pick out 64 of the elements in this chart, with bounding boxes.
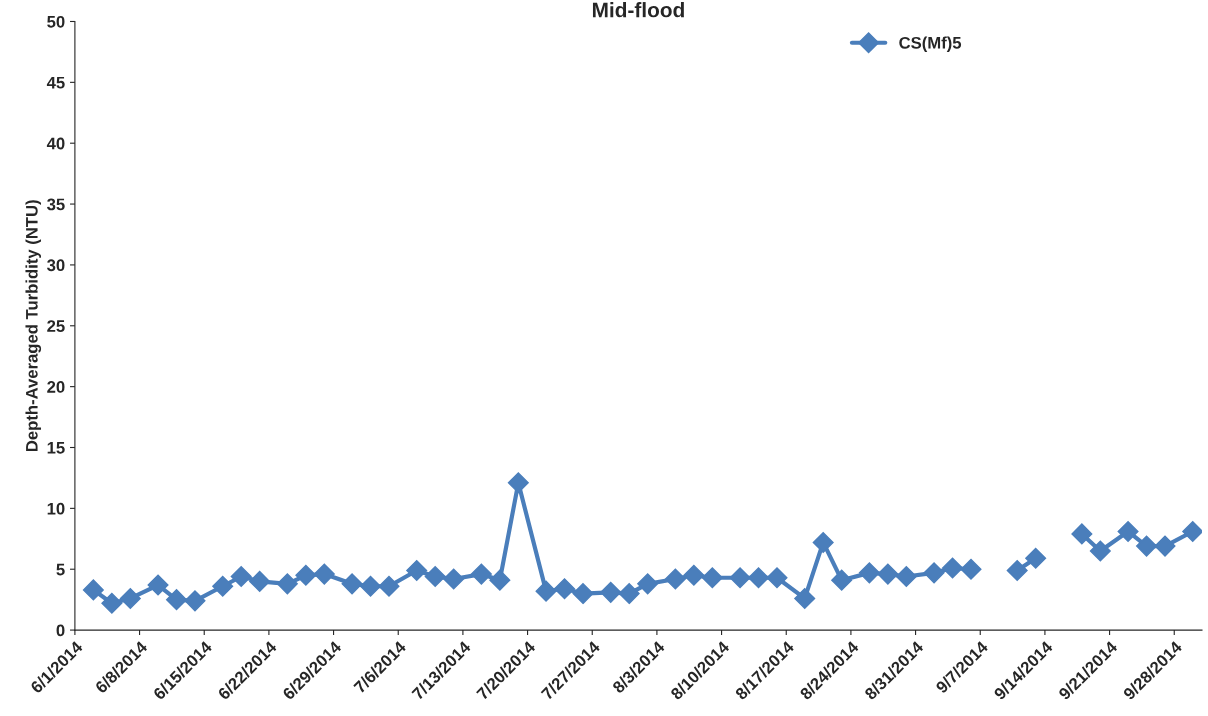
y-tick-label: 0 — [56, 624, 65, 637]
point — [212, 575, 234, 597]
point — [489, 569, 511, 591]
y-tick-label: 50 — [47, 15, 65, 28]
point — [1154, 535, 1176, 557]
point — [895, 566, 917, 588]
point — [249, 570, 271, 592]
point — [748, 567, 770, 589]
point — [683, 564, 705, 586]
point — [794, 587, 816, 609]
point — [443, 568, 465, 590]
y-tick-label: 40 — [46, 137, 65, 150]
chart-title: Mid-flood — [592, 2, 684, 18]
point — [766, 567, 788, 589]
point — [877, 563, 899, 585]
y-tick-label: 25 — [47, 320, 65, 332]
point — [313, 563, 335, 585]
point — [470, 563, 492, 585]
point — [1025, 547, 1047, 569]
y-tick-label: 20 — [47, 381, 65, 393]
point — [960, 558, 982, 580]
point — [1089, 540, 1111, 562]
point — [858, 562, 880, 584]
point — [923, 562, 945, 584]
point — [82, 579, 104, 601]
point — [572, 583, 594, 605]
point — [554, 578, 576, 600]
point — [147, 574, 169, 596]
point — [1071, 523, 1093, 545]
point — [295, 564, 317, 586]
point — [507, 472, 529, 494]
point — [424, 566, 446, 588]
point — [701, 567, 723, 589]
point — [664, 568, 686, 590]
point — [166, 589, 188, 611]
point — [600, 581, 622, 603]
y-tick-label: 10 — [47, 502, 65, 515]
point — [1182, 520, 1202, 543]
y-tick-label: 30 — [47, 259, 65, 272]
point — [276, 573, 298, 595]
y-tick-label: 35 — [47, 198, 65, 211]
point — [729, 567, 751, 589]
point — [360, 575, 382, 597]
point — [1117, 520, 1139, 543]
point — [101, 592, 123, 614]
point — [184, 590, 206, 612]
point — [378, 575, 400, 597]
y-axis-title: Depth-Averaged Turbidity (NTU) — [25, 200, 42, 452]
legend-label: CS(Mf)5 — [899, 36, 962, 53]
y-tick-label: 15 — [47, 442, 65, 454]
point — [637, 573, 659, 595]
point — [406, 559, 428, 581]
point — [341, 573, 363, 595]
point — [1136, 535, 1158, 557]
y-tick-label: 5 — [56, 563, 65, 576]
point — [119, 587, 141, 609]
point — [812, 531, 834, 553]
point — [942, 557, 964, 579]
point — [831, 569, 853, 591]
point — [1006, 559, 1028, 581]
point — [618, 583, 640, 605]
y-tick-label: 45 — [46, 76, 65, 89]
point — [230, 566, 252, 588]
point — [535, 580, 557, 602]
